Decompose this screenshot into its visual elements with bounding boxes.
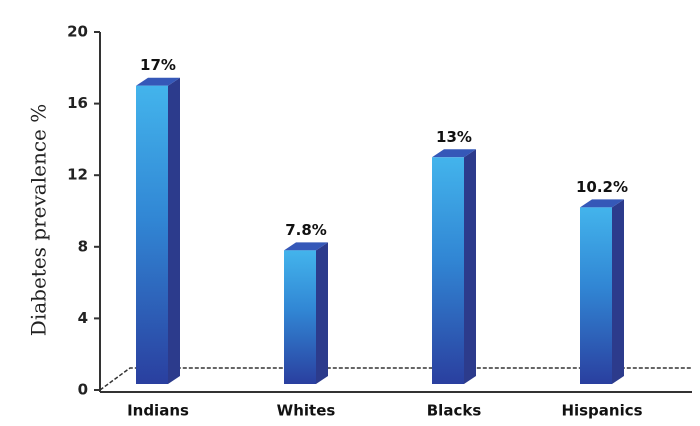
bar-side (316, 242, 328, 384)
y-tick-label: 12 (67, 166, 88, 184)
y-tick-label: 0 (78, 381, 88, 399)
bar (580, 207, 612, 384)
bar-side (168, 77, 180, 384)
bar (284, 250, 316, 384)
bar-top (284, 242, 328, 251)
floor-line (99, 367, 692, 391)
bar (432, 157, 464, 384)
bar-side (612, 199, 624, 384)
y-tick-label: 20 (67, 23, 88, 41)
bar-side (464, 149, 476, 384)
y-tick-label: 8 (78, 237, 88, 255)
value-label: 17% (140, 56, 176, 74)
x-tick-label: Blacks (427, 402, 482, 420)
y-axis-label: Diabetes prevalence % (27, 104, 51, 336)
x-tick-label: Whites (277, 402, 336, 420)
value-label: 13% (436, 128, 472, 146)
value-label: 10.2% (576, 178, 628, 196)
y-tick-label: 4 (78, 309, 88, 327)
bar-top (136, 77, 180, 86)
bar-top (580, 199, 624, 208)
y-tick-label: 16 (67, 94, 88, 112)
bar-top (432, 149, 476, 158)
bar (136, 85, 168, 384)
x-tick-label: Hispanics (561, 402, 642, 420)
x-tick-label: Indians (127, 402, 189, 420)
value-label: 7.8% (285, 221, 327, 239)
